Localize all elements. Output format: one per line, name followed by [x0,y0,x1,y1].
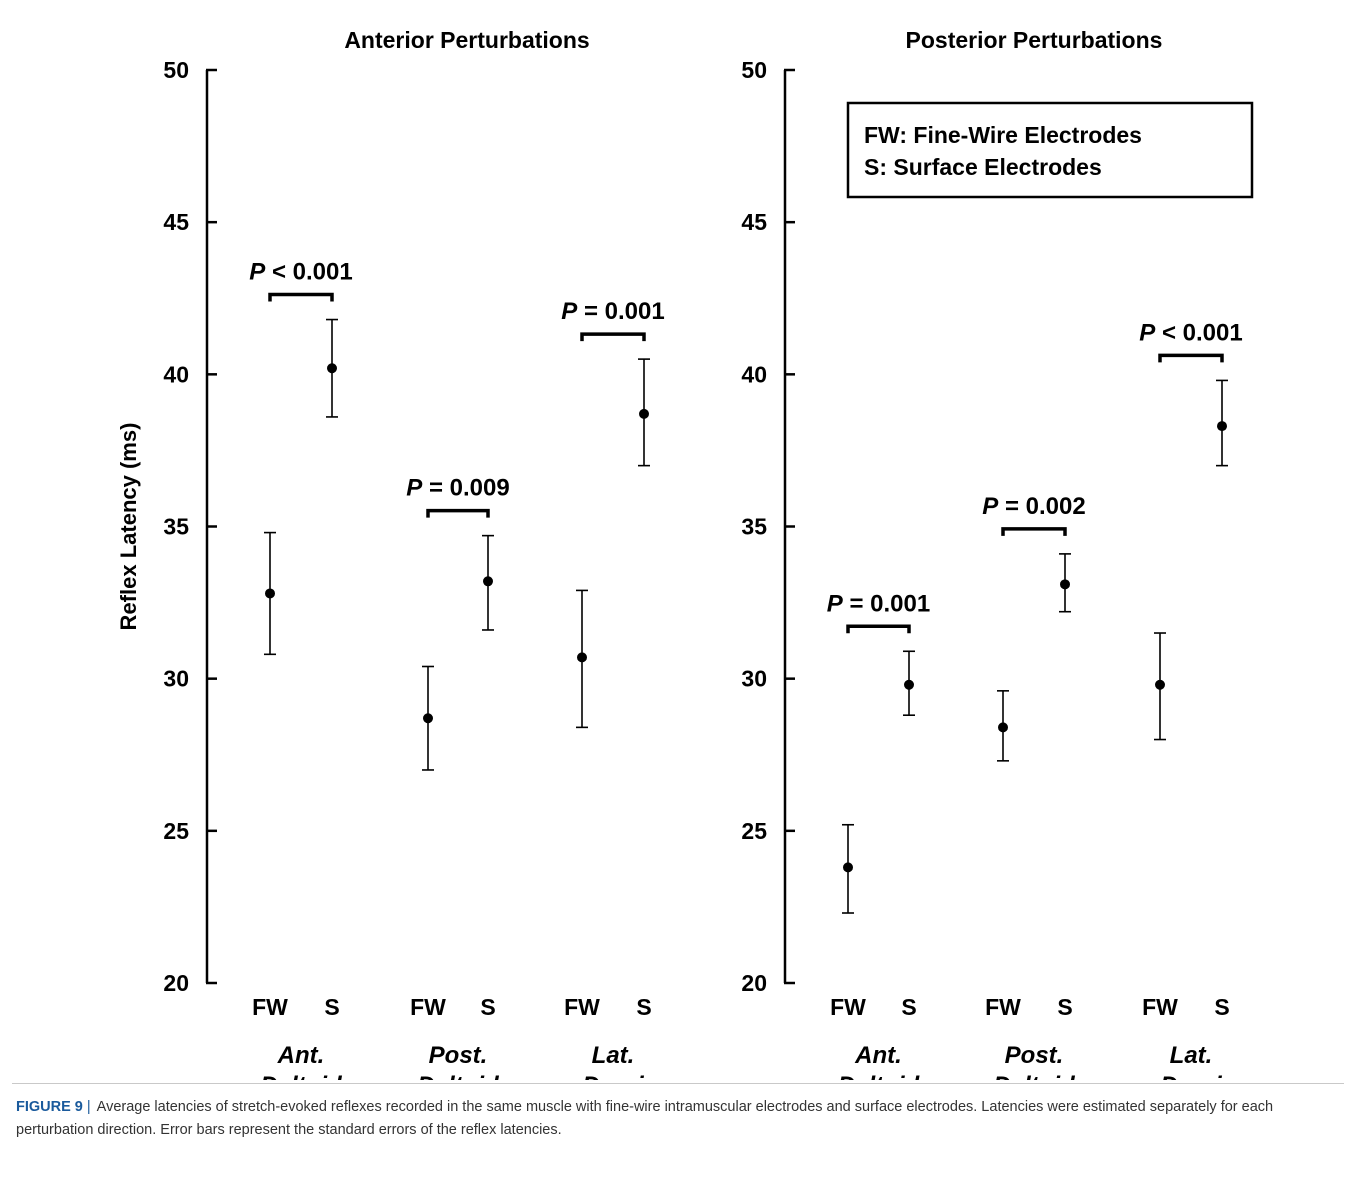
group-label-line1: Lat. [592,1042,635,1069]
p-value-label: P < 0.001 [249,259,352,286]
y-tick-label: 45 [163,209,189,235]
y-tick-label: 25 [741,818,767,844]
data-point [1155,679,1165,690]
y-tick-label: 50 [163,57,189,83]
significance-bracket [1158,353,1224,363]
p-value-text: = 0.009 [422,475,509,502]
group-label-line1: Ant. [854,1042,902,1069]
p-value-symbol: P [561,298,578,325]
significance-bracket [846,624,911,634]
y-tick-label: 20 [741,970,767,996]
data-point [1060,579,1070,590]
caption-label: FIGURE 9 [16,1099,83,1115]
data-point [483,576,493,587]
data-point [998,722,1008,733]
p-value-label: P = 0.009 [406,475,509,502]
y-tick-label: 40 [741,361,767,387]
x-tick-label: S [636,994,651,1020]
data-point [423,713,433,724]
significance-bracket [1001,527,1067,536]
x-tick-label: S [1214,994,1229,1020]
panel-title: Posterior Perturbations [906,27,1163,53]
y-tick-label: 20 [163,970,189,996]
p-value-label: P = 0.001 [827,590,930,617]
legend-entry: S: Surface Electrodes [864,154,1102,180]
x-tick-label: FW [1142,994,1178,1020]
group-label-line1: Post. [429,1042,488,1069]
y-tick-label: 30 [741,666,767,692]
y-axis-label: Reflex Latency (ms) [116,423,141,631]
p-value-text: < 0.001 [265,259,352,286]
significance-bracket [268,292,334,302]
p-value-symbol: P [827,590,844,617]
y-tick-label: 45 [741,209,767,235]
p-value-label: P = 0.002 [982,493,1085,520]
y-tick-label: 40 [163,361,189,387]
p-value-text: < 0.001 [1155,319,1242,346]
x-tick-label: S [901,994,916,1020]
data-point [265,588,275,599]
x-tick-label: S [480,994,495,1020]
caption-separator: | [86,1099,91,1115]
group-label-line2: Dorsi [1160,1072,1223,1080]
data-point [1217,421,1227,432]
figure-caption: FIGURE 9 | Average latencies of stretch-ev… [16,1096,1336,1142]
data-point [639,408,649,419]
x-tick-label: S [1057,994,1072,1020]
group-label-line2: Deltoid [838,1072,921,1080]
x-tick-label: FW [252,994,288,1020]
group-label-line1: Ant. [277,1042,325,1069]
p-value-symbol: P [406,475,423,502]
y-tick-label: 35 [163,514,189,540]
x-tick-label: FW [410,994,446,1020]
y-tick-label: 35 [741,514,767,540]
significance-bracket [580,332,646,342]
caption-text: Average latencies of stretch-evoked refl… [16,1099,1274,1139]
x-tick-label: FW [985,994,1021,1020]
x-tick-label: S [324,994,339,1020]
group-label-line2: Dorsi [582,1072,645,1080]
group-label-line2: Deltoid [260,1072,343,1080]
p-value-symbol: P [982,493,999,520]
data-point [843,862,853,873]
significance-bracket [426,508,490,518]
group-label-line1: Post. [1005,1042,1064,1069]
p-value-label: P < 0.001 [1139,319,1242,346]
data-point [577,652,587,663]
x-tick-label: FW [830,994,866,1020]
group-label-line2: Deltoid [417,1072,500,1080]
y-tick-label: 30 [163,666,189,692]
data-point [904,679,914,690]
y-tick-label: 50 [741,57,767,83]
group-label-line1: Lat. [1170,1042,1213,1069]
panel-title: Anterior Perturbations [344,27,589,53]
p-value-symbol: P [249,259,266,286]
chart-canvas: Anterior Perturbations 20 25 30 35 40 45 50 Refl… [116,27,1254,1080]
group-label-line2: Deltoid [993,1072,1076,1080]
caption-divider [12,1083,1344,1084]
y-tick-label: 25 [163,818,189,844]
legend-box [846,101,1254,199]
p-value-symbol: P [1139,319,1156,346]
p-value-label: P = 0.001 [561,298,664,325]
p-value-text: = 0.002 [998,493,1085,520]
p-value-text: = 0.001 [577,298,664,325]
legend-entry: FW: Fine-Wire Electrodes [864,122,1142,148]
p-value-text: = 0.001 [843,590,930,617]
data-point [327,363,337,374]
x-tick-label: FW [564,994,600,1020]
